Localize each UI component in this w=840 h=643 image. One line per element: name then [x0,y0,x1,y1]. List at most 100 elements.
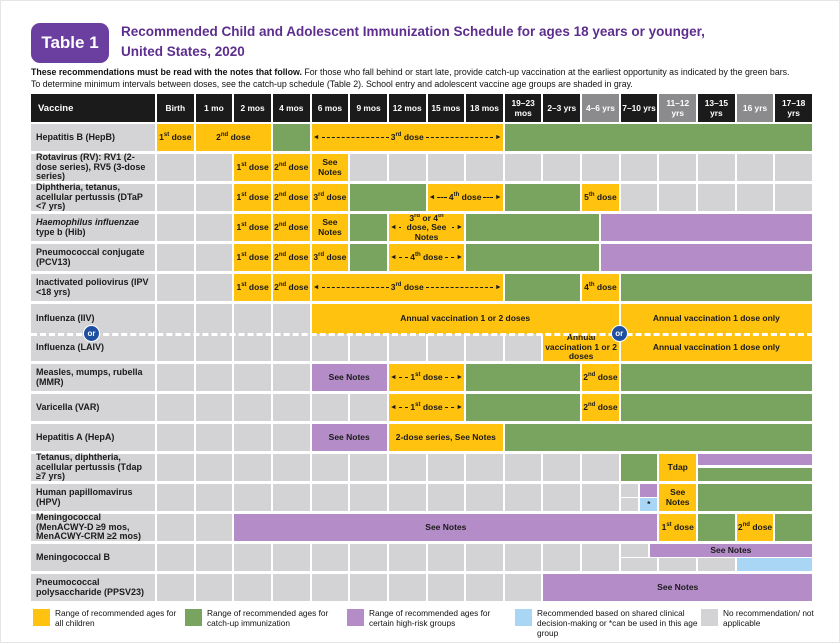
no-recommendation-cell [195,214,233,241]
dose-cell: 2nd dose [582,394,619,421]
row-cells: 1st dose 2nd dose 3rd dose ◄ 4th dose ► [156,244,813,271]
range-cell [466,244,600,271]
vaccine-label: Varicella (VAR) [31,394,155,421]
vaccine-row: Hepatitis B (HepB) 1st dose 2nd dose ◄ 3rd d… [31,124,813,151]
dose-cell: 1st dose [659,514,697,541]
range-cell [272,124,310,151]
row-cells: Tdap [156,454,813,481]
no-recommendation-cell [195,424,233,451]
vaccine-row: Rotavirus (RV): RV1 (2-dose series), RV5… [31,152,813,181]
dashed-line [398,227,401,228]
dose-cell: Annual vaccination 1 dose only [620,334,812,361]
dose-cell: 1st dose [234,184,271,211]
arrow-right-icon: ► [456,254,464,261]
no-recommendation-cell [272,424,310,451]
dashed-line [444,377,455,378]
range-cell [698,514,735,541]
age-column-header-6-mos: 6 mos [311,94,349,122]
no-recommendation-cell [195,484,233,511]
no-recommendation-cell [504,154,542,181]
no-recommendation-cell [388,454,426,481]
no-recommendation-cell [427,574,465,601]
dashed-line [452,227,455,228]
no-recommendation-cell [157,574,194,601]
no-recommendation-cell [698,184,735,211]
range-cell [775,514,812,541]
no-recommendation-cell [543,454,581,481]
no-recommendation-cell [543,154,581,181]
legend-text: Recommended based on shared clinical dec… [537,608,698,638]
dose-cell: Tdap [659,454,697,481]
row-cells: See Notes [156,574,813,601]
no-recommendation-cell [157,274,194,301]
no-recommendation-cell [311,334,349,361]
range-cell [466,394,581,421]
no-recommendation-cell [388,334,426,361]
no-recommendation-cell [504,454,542,481]
row-cells: See Notes [156,544,813,571]
arrow-right-icon: ► [494,194,502,201]
age-column-header-17-18-yrs: 17–18 yrs [775,94,812,122]
dose-cell: 2nd dose [272,184,310,211]
legend-text: Range of recommended ages for catch-up i… [207,608,329,628]
no-recommendation-cell [234,394,271,421]
row-cells: * See Notes [156,484,813,511]
vaccine-row: Diphtheria, tetanus, acellular pertussis… [31,182,813,211]
arrow-left-icon: ◄ [389,254,397,261]
dose-cell: Annual vaccination 1 dose only [620,304,812,334]
no-recommendation-cell [157,334,194,361]
no-recommendation-cell [582,454,619,481]
no-recommendation-cell [350,484,387,511]
no-recommendation-cell [736,154,774,181]
no-recommendation-cell [698,154,735,181]
no-recommendation-cell [195,574,233,601]
dashed-line [437,197,447,198]
vaccine-label: Rotavirus (RV): RV1 (2-dose series), RV5… [31,152,155,181]
no-recommendation-cell [157,154,194,181]
legend-text: No recommendation/ not applicable [723,608,814,628]
no-recommendation-cell [272,364,310,391]
age-column-header-2-3-yrs: 2–3 yrs [543,94,581,122]
notes-line-1: These recommendations must be read with … [31,67,815,79]
vaccine-row: Inactivated poliovirus (IPV <18 yrs) 1st … [31,274,813,301]
no-recommendation-cell [195,454,233,481]
dose-cell: 2nd dose [272,154,310,181]
no-recommendation-cell [157,244,194,271]
arrow-left-icon: ◄ [312,134,320,141]
dose-cell: 1st dose [234,214,271,241]
notes-line-2: To determine minimum intervals between d… [31,78,633,89]
dose-cell: Annual vaccination 1 or 2 doses [311,304,619,334]
dose-cell: 2nd dose [195,124,271,151]
age-column-header-1-mo: 1 mo [195,94,233,122]
dose-cell: Annual vaccination 1 or 2 doses [543,334,619,361]
intro-notes: These recommendations must be read with … [31,67,815,91]
dose-cell: ◄ 1st dose ► [388,364,465,391]
no-recommendation-cell [427,334,465,361]
no-recommendation-cell [234,304,271,334]
legend-text: Range of recommended ages for all childr… [55,608,177,628]
range-cell [698,467,812,481]
range-cell [601,244,812,271]
dose-cell: * [640,498,658,511]
age-column-header-18-mos: 18 mos [466,94,503,122]
no-recommendation-cell [157,304,194,334]
no-recommendation-cell [466,334,503,361]
legend-swatch-purple [347,609,364,626]
no-recommendation-cell [272,574,310,601]
no-recommendation-cell [427,454,465,481]
no-recommendation-cell [350,454,387,481]
row-cells: 1st dose 2nd dose See Notes ◄ 3rd or 4th dos… [156,214,813,241]
age-column-header-19-23-mos: 19–23 mos [504,94,542,122]
no-recommendation-cell [157,394,194,421]
vaccine-row: Measles, mumps, rubella (MMR) See Notes ◄ 1… [31,364,813,391]
dose-cell: 1st dose [234,244,271,271]
row-cells: ◄ 1st dose ► 2nd dose [156,394,813,421]
range-cell [736,558,812,571]
range-cell [640,484,658,497]
no-recommendation-cell [388,154,426,181]
schedule-table: Vaccine Birth 1 mo 2 mos 4 mos 6 mos 9 mos 12 … [31,94,813,604]
dose-cell: ◄ 3rd dose ► [311,124,503,151]
no-recommendation-cell [272,544,310,571]
dashed-line [321,137,389,138]
legend: Range of recommended ages for all childr… [33,608,815,639]
